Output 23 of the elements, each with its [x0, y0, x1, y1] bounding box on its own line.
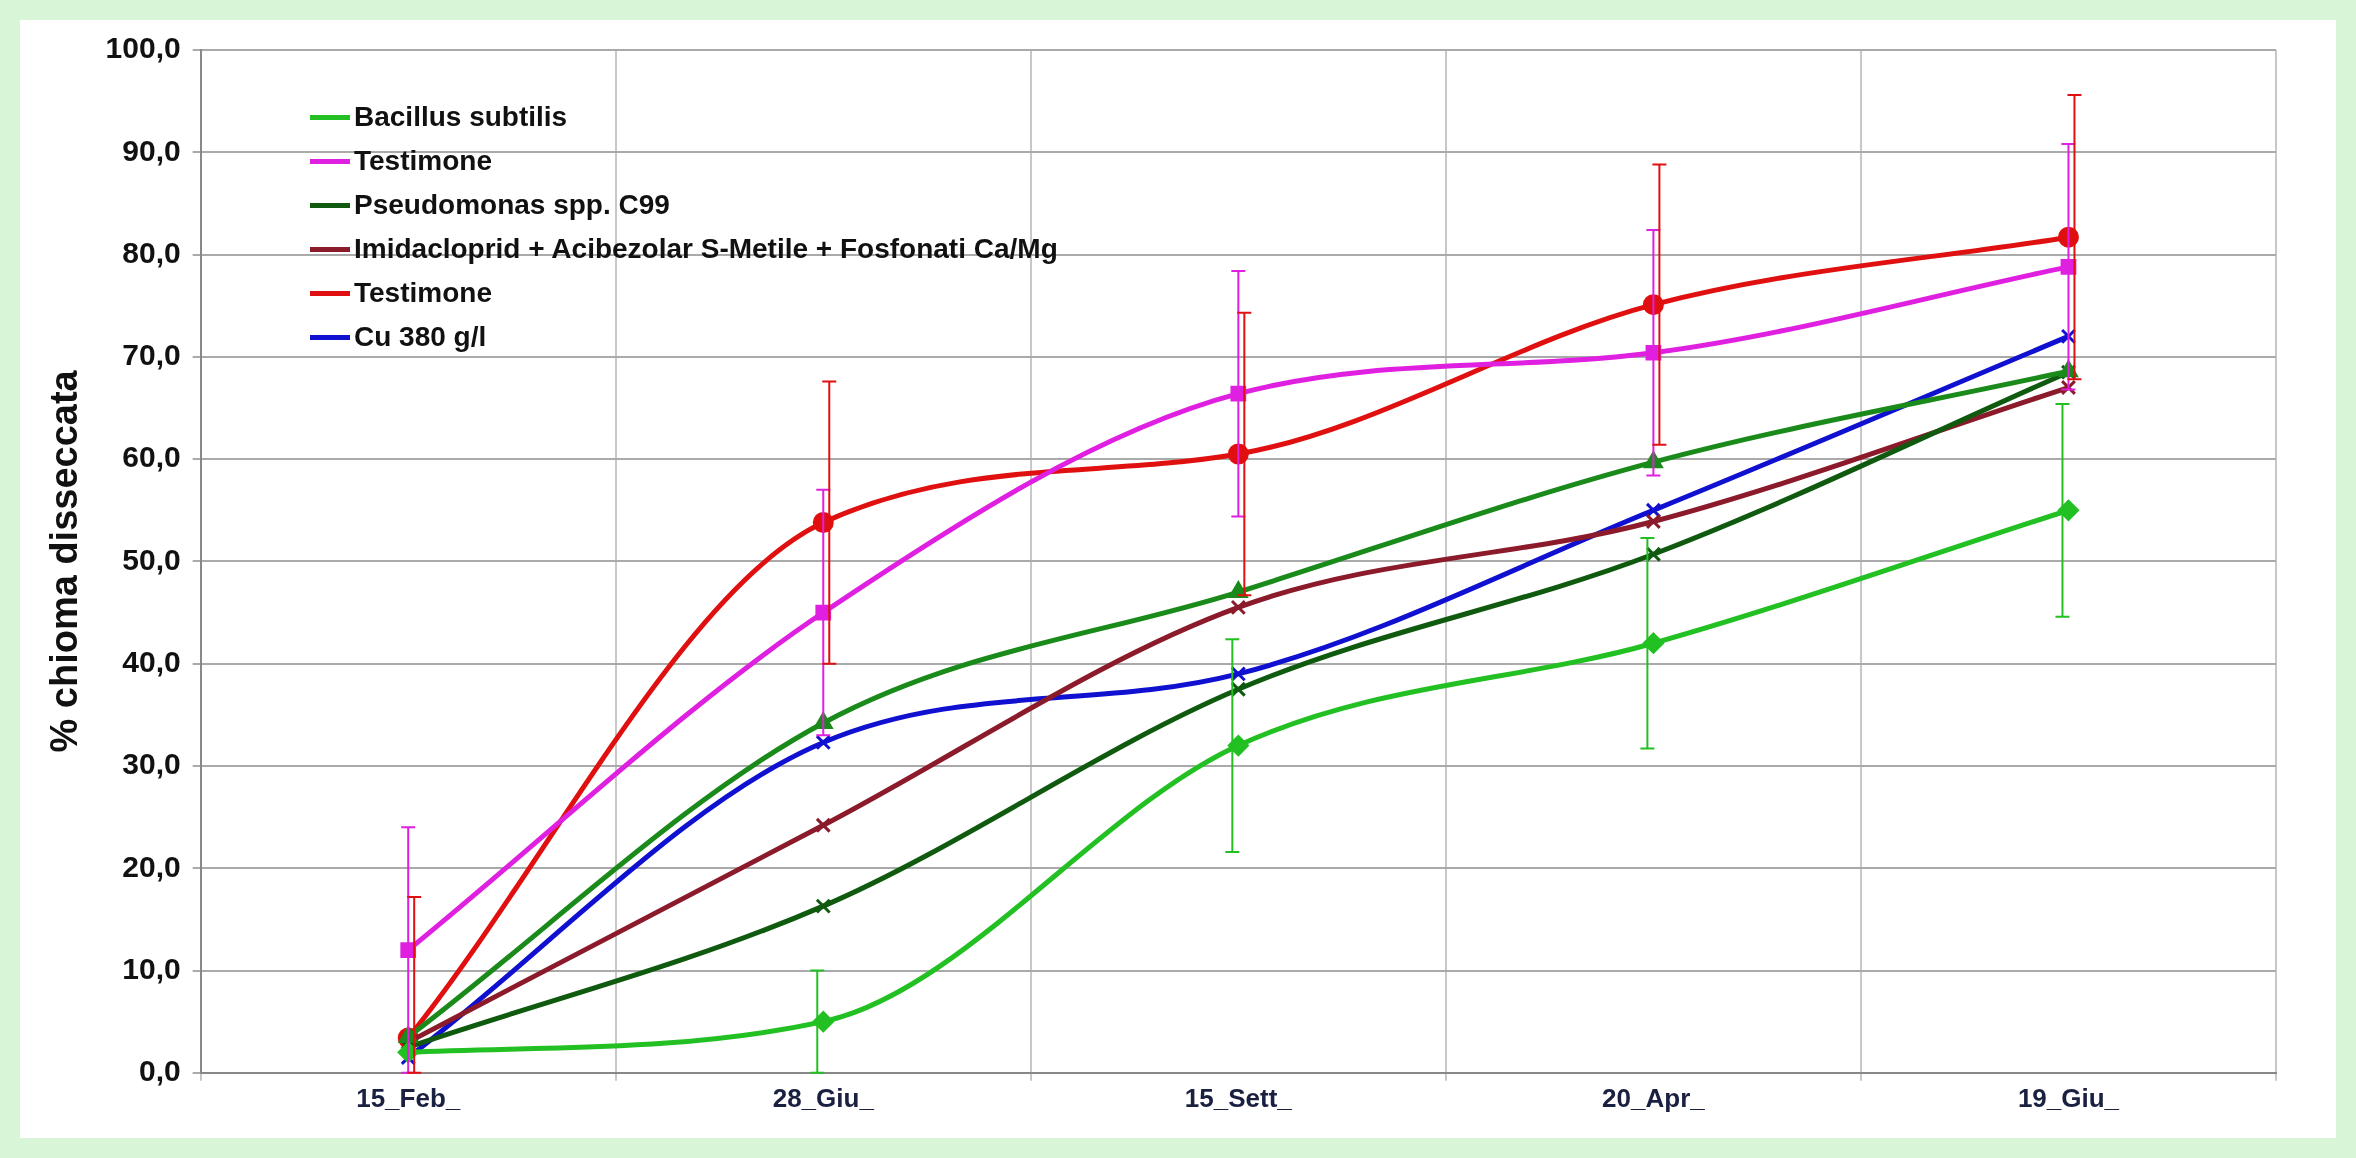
y-tick-label: 90,0: [122, 133, 181, 167]
y-tick-label: 60,0: [122, 440, 181, 474]
x-tick-label: 28_Giu_: [772, 1082, 875, 1113]
x-tick-label: 15_Sett_: [1184, 1082, 1293, 1113]
y-tick-label: 0,0: [138, 1054, 181, 1088]
y-tick-label: 10,0: [122, 951, 181, 985]
y-tick-label: 20,0: [122, 849, 181, 883]
x-tick-label: 15_Feb_: [356, 1082, 461, 1113]
legend-label: Cu 380 g/l: [354, 321, 487, 353]
legend-label: Bacillus subtilis: [354, 101, 568, 133]
x-tick-label: 20_Apr_: [1602, 1082, 1706, 1113]
x-tick-label: 19_Giu_: [2017, 1082, 2120, 1113]
legend-label: Pseudomonas spp. C99: [354, 189, 670, 221]
legend-label: Testimone: [354, 277, 492, 309]
legend-label: Testimone: [354, 145, 492, 177]
legend-label: Imidacloprid + Acibezolar S-Metile + Fosfonati Ca/Mg: [354, 233, 1058, 265]
y-axis-title: % chioma disseccata: [43, 369, 86, 753]
y-tick-label: 70,0: [122, 338, 181, 372]
y-tick-label: 100,0: [105, 31, 181, 65]
y-tick-label: 40,0: [122, 644, 181, 678]
y-tick-label: 30,0: [122, 747, 181, 781]
y-tick-label: 80,0: [122, 235, 181, 269]
y-tick-label: 50,0: [122, 542, 181, 576]
